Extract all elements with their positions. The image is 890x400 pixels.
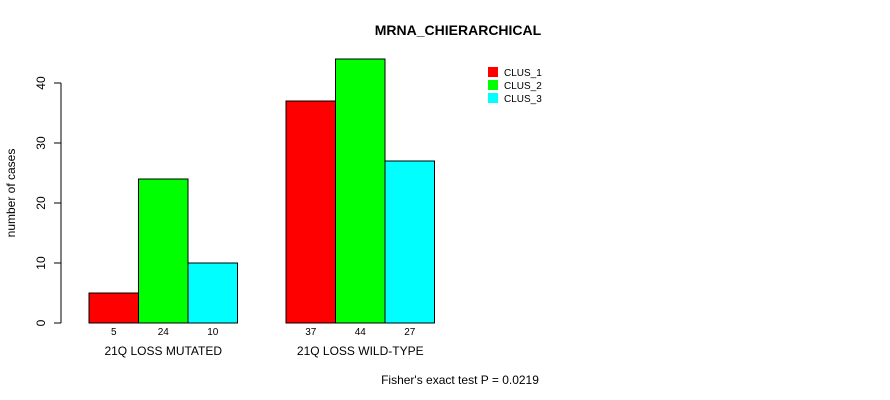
y-tick-label: 40: [34, 76, 48, 90]
y-tick-label: 20: [34, 196, 48, 210]
bar-clus-3-group-1: [187, 262, 238, 324]
legend-label: CLUS_2: [504, 81, 542, 92]
y-axis-label: number of cases: [4, 149, 18, 238]
legend-label: CLUS_3: [504, 94, 542, 105]
y-axis: 0 10 20 30 40: [34, 76, 62, 326]
bar-value-label: 44: [355, 327, 367, 338]
bar-clus-1-group-1: [88, 292, 139, 324]
bar-clus-2-group-2: [335, 58, 386, 324]
bar-clus-1-group-2: [285, 100, 336, 324]
bar-value-label: 10: [207, 327, 219, 338]
fisher-test-footnote: Fisher's exact test P = 0.0219: [381, 373, 539, 387]
category-label: 21Q LOSS MUTATED: [104, 344, 222, 358]
chart-title: MRNA_CHIERARCHICAL: [375, 22, 542, 38]
bar-value-label: 37: [305, 327, 317, 338]
legend-label: CLUS_1: [504, 68, 542, 79]
bar-value-label: 5: [111, 327, 117, 338]
bar-clus-2-group-1: [138, 178, 189, 324]
legend-swatch: [488, 93, 498, 103]
category-label: 21Q LOSS WILD-TYPE: [297, 344, 424, 358]
legend-swatch: [488, 67, 498, 77]
y-tick-label: 0: [34, 319, 48, 326]
bar-value-label: 24: [158, 327, 170, 338]
bars: 5 24 10 21Q LOSS MUTATED 37 44 27 21Q LOSS WILD…: [88, 58, 435, 358]
legend: CLUS_1 CLUS_2 CLUS_3: [488, 67, 542, 105]
legend-swatch: [488, 80, 498, 90]
bar-clus-3-group-2: [384, 160, 435, 324]
y-tick-label: 30: [34, 136, 48, 150]
bar-value-label: 27: [404, 327, 416, 338]
y-tick-label: 10: [34, 256, 48, 270]
